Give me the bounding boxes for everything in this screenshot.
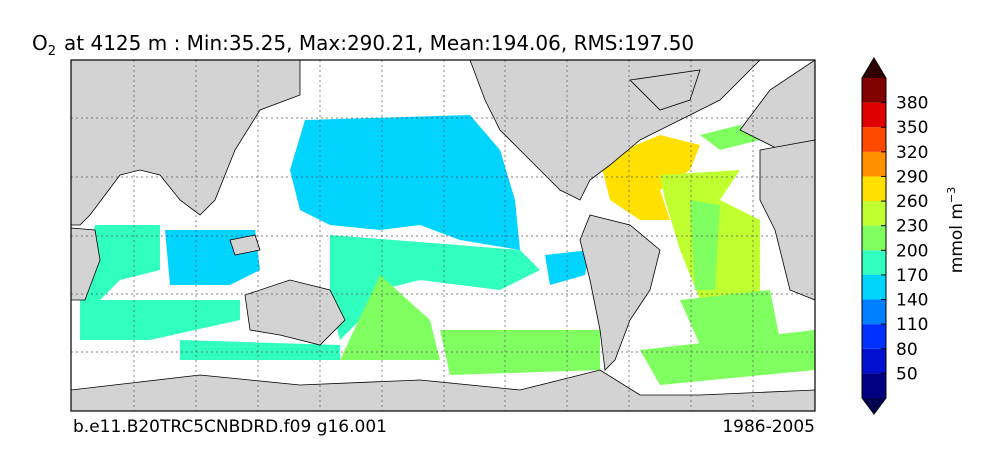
colorbar-tick-label: 290 xyxy=(896,167,928,187)
colorbar-under xyxy=(862,398,886,414)
colorbar-band xyxy=(862,151,886,177)
colorbar-tick-label: 50 xyxy=(896,364,918,384)
region xyxy=(680,290,780,345)
colorbar-tick-label: 260 xyxy=(896,192,928,212)
region xyxy=(80,225,160,300)
colorbar-band xyxy=(862,348,886,374)
colorbar: 50 80 110 140 170 200 230 260 290 320 350 380 xyxy=(861,57,928,415)
colorbar-tick-label: 230 xyxy=(896,217,928,237)
colorbar-tick-label: 110 xyxy=(896,315,928,335)
colorbar-outline xyxy=(861,57,887,415)
region xyxy=(440,330,600,375)
colorbar-band xyxy=(862,324,886,349)
colorbar-band xyxy=(862,225,886,251)
title: O2 at 4125 m : Min:35.25, Max:290.21, Mea… xyxy=(32,31,694,59)
graticule xyxy=(71,60,815,411)
title-variable: O xyxy=(32,31,48,55)
south-america xyxy=(579,214,661,371)
ocean-field xyxy=(80,115,815,385)
region xyxy=(290,115,520,250)
colorbar-label-exponent: −3 xyxy=(945,187,958,203)
colorbar-tick-label: 350 xyxy=(896,118,928,138)
region xyxy=(545,250,590,285)
footer-left: b.e11.B20TRC5CNBDRD.f09 g16.001 xyxy=(73,417,387,437)
region xyxy=(340,275,440,360)
colorbar-tick-label: 200 xyxy=(896,241,928,261)
footer-right: 1986-2005 xyxy=(722,417,815,437)
colorbar-tick-label: 320 xyxy=(896,143,928,163)
parallels xyxy=(71,117,815,353)
region xyxy=(80,300,240,340)
colorbar-band xyxy=(862,201,886,226)
colorbar-label: mmol m−3 xyxy=(945,187,967,273)
colorbar-tick-label: 170 xyxy=(896,266,928,286)
region xyxy=(180,340,340,360)
region xyxy=(690,200,720,290)
colorbar-tick-label: 80 xyxy=(896,340,918,360)
colorbar-band xyxy=(862,299,886,325)
region xyxy=(600,135,700,220)
colorbar-tick-label: 380 xyxy=(896,94,928,114)
region xyxy=(640,330,815,385)
greenland xyxy=(629,69,701,111)
title-text: at 4125 m : Min:35.25, Max:290.21, Mean:… xyxy=(64,31,694,55)
colorbar-over xyxy=(862,58,886,78)
map xyxy=(70,59,816,412)
colorbar-band xyxy=(862,102,886,128)
region xyxy=(330,235,540,340)
colorbar-label-text: mmol m xyxy=(947,203,967,273)
colorbar-band xyxy=(862,274,886,300)
colorbar-band xyxy=(862,78,886,103)
colorbar-tick-label: 140 xyxy=(896,291,928,311)
islands xyxy=(229,234,261,256)
colorbar-band xyxy=(862,176,886,202)
colorbar-band xyxy=(862,373,886,398)
colorbar-band xyxy=(862,250,886,275)
meridians xyxy=(133,60,754,411)
map-frame xyxy=(70,59,816,412)
eurasia xyxy=(70,59,301,226)
colorbar-band xyxy=(862,127,886,152)
title-subscript: 2 xyxy=(48,44,56,59)
